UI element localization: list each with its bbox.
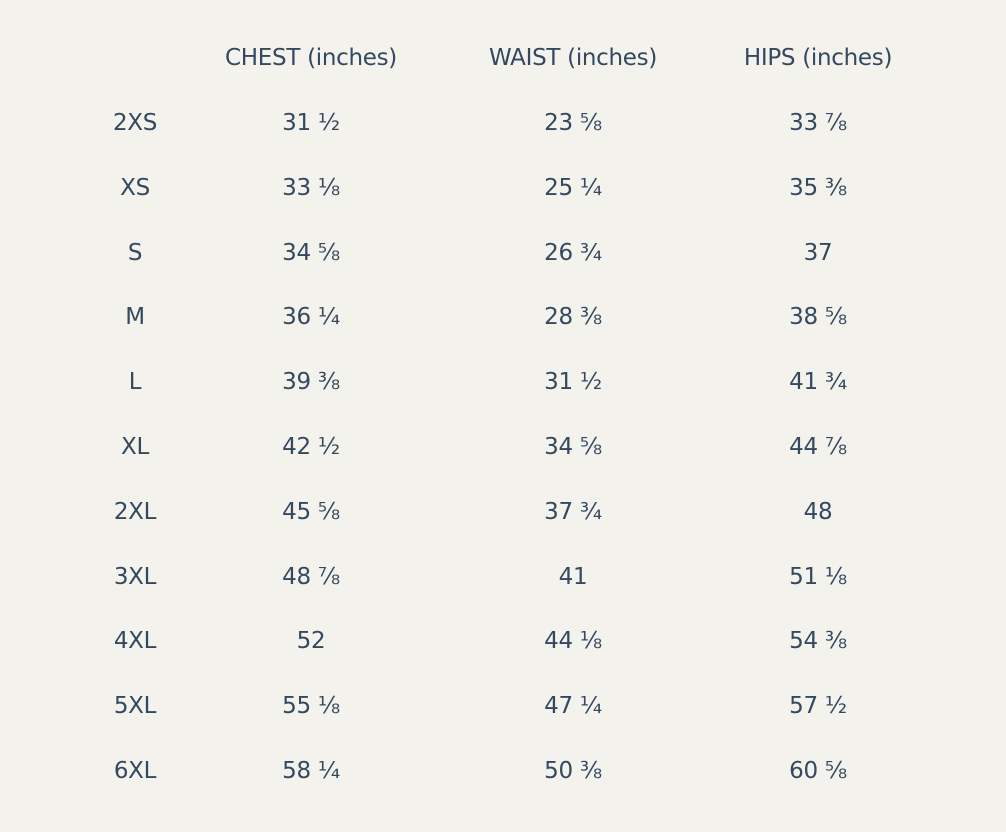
measurement-cell: 33 ⅞ xyxy=(789,110,847,136)
size-label: 4XL xyxy=(113,628,157,655)
measurement-cell: 35 ⅜ xyxy=(789,174,847,201)
measurement-cell: 51 ⅛ xyxy=(789,563,847,590)
size-label: 2XL xyxy=(113,498,157,525)
measurement-cell: 54 ⅜ xyxy=(789,628,847,655)
measurement-cell: 41 xyxy=(558,563,588,590)
measurement-cell: 48 ⅞ xyxy=(282,563,340,590)
measurement-cell: 38 ⅝ xyxy=(789,304,847,331)
measurement-cell: 41 ¾ xyxy=(789,369,847,396)
measurement-cell: 50 ⅜ xyxy=(544,758,602,784)
measurement-cell: 31 ½ xyxy=(282,110,340,136)
measurement-cell: 39 ⅜ xyxy=(282,369,340,396)
measurement-cell: 48 xyxy=(803,498,833,525)
column-header: WAIST (inches) xyxy=(488,45,658,71)
measurement-cell: 44 ⅞ xyxy=(789,434,847,460)
size-label: 6XL xyxy=(113,758,157,784)
measurement-cell: 23 ⅝ xyxy=(544,110,602,136)
measurement-cell: 34 ⅝ xyxy=(282,239,340,266)
size-label: 5XL xyxy=(113,693,157,720)
measurement-cell: 60 ⅝ xyxy=(789,758,847,784)
measurement-cell: 37 ¾ xyxy=(544,498,602,525)
measurement-cell: 37 xyxy=(803,239,833,266)
size-label: M xyxy=(125,304,145,331)
size-label: XL xyxy=(121,434,149,460)
measurement-cell: 57 ½ xyxy=(789,693,847,720)
measurement-cell: 47 ¼ xyxy=(544,693,602,720)
measurement-cell: 33 ⅛ xyxy=(282,174,340,201)
size-label: 3XL xyxy=(113,563,157,590)
size-label: L xyxy=(128,369,142,396)
measurement-cell: 25 ¼ xyxy=(544,174,602,201)
column-header: HIPS (inches) xyxy=(743,45,893,71)
measurement-cell: 31 ½ xyxy=(544,369,602,396)
measurement-cell: 36 ¼ xyxy=(282,304,340,331)
measurement-cell: 28 ⅜ xyxy=(544,304,602,331)
measurement-cell: 52 xyxy=(296,628,326,655)
measurement-cell: 34 ⅝ xyxy=(544,434,602,460)
measurement-cell: 45 ⅝ xyxy=(282,498,340,525)
size-label: S xyxy=(127,239,143,266)
measurement-cell: 55 ⅛ xyxy=(282,693,340,720)
measurement-cell: 26 ¾ xyxy=(544,239,602,266)
measurement-cell: 42 ½ xyxy=(282,434,340,460)
measurement-cell: 44 ⅛ xyxy=(544,628,602,655)
measurement-cell: 58 ¼ xyxy=(282,758,340,784)
size-label: XS xyxy=(120,174,150,201)
size-label: 2XS xyxy=(112,110,158,136)
column-header: CHEST (inches) xyxy=(225,45,397,71)
